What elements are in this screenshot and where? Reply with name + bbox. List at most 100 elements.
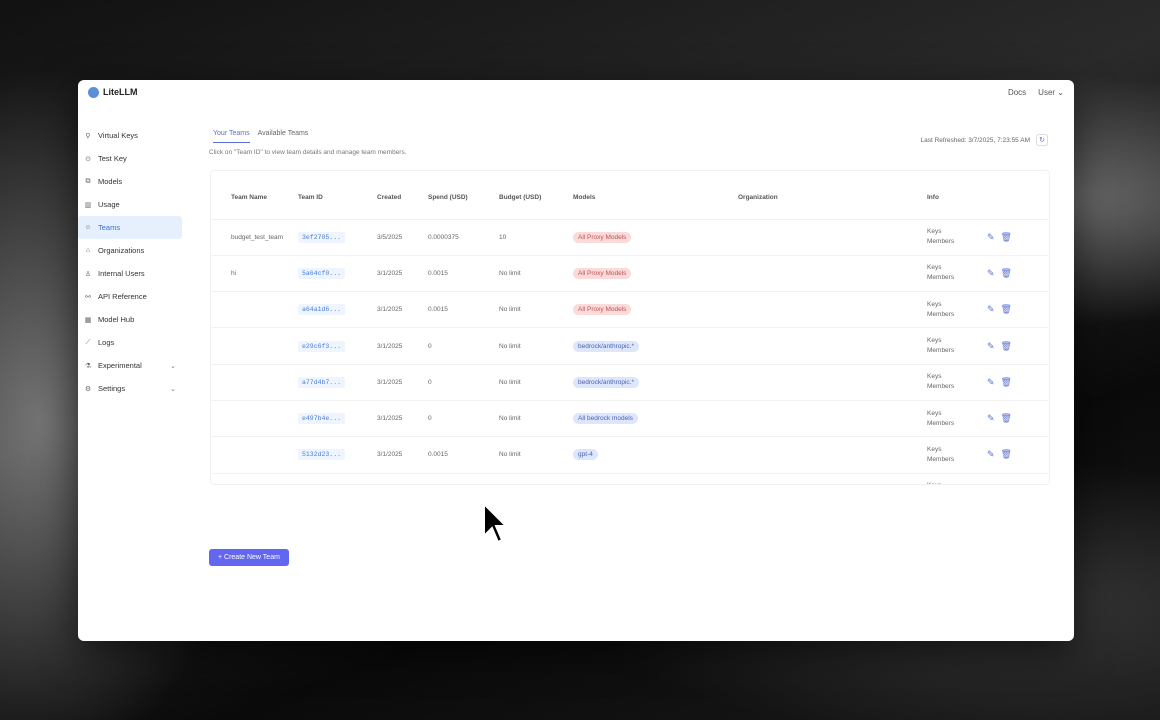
info-members: Members: [927, 419, 955, 427]
refresh-area: Last Refreshed: 3/7/2025, 7:23:55 AM ↻: [920, 134, 1048, 146]
line-chart-icon: ⟋: [85, 338, 91, 346]
logo[interactable]: LiteLLM: [88, 86, 138, 98]
sidebar-item-usage[interactable]: ▥ Usage: [78, 193, 182, 216]
teams-table-card: Team Name Team ID Created Spend (USD) Budget…: [210, 170, 1050, 485]
edit-icon[interactable]: ✎: [987, 340, 995, 351]
team-id-link[interactable]: e497b4e...: [298, 413, 346, 425]
sidebar-item-organizations[interactable]: ⌂ Organizations: [78, 239, 182, 262]
app-store-icon: ▦: [84, 316, 92, 324]
sidebar-item-label: Models: [98, 177, 123, 186]
bar-chart-icon: ▥: [84, 201, 92, 209]
team-name: [211, 363, 298, 401]
trash-icon[interactable]: 🗑: [1000, 231, 1012, 242]
browser-window: LiteLLM Docs User ⌄ ⚲ Virtual Keys ⊙ Test Ke…: [78, 80, 1074, 641]
info-members: Members: [927, 238, 955, 246]
sidebar-item-label: Logs: [98, 338, 115, 347]
edit-icon[interactable]: ✎: [987, 449, 995, 460]
team-id-link[interactable]: a77d4b7...: [298, 376, 346, 388]
edit-icon[interactable]: ✎: [987, 376, 995, 387]
sidebar-item-label: Internal Users: [98, 269, 145, 278]
trash-icon[interactable]: 🗑: [1000, 340, 1012, 351]
organization: [738, 436, 927, 474]
team-icon: ☺: [84, 224, 92, 231]
create-new-team-button[interactable]: + Create New Team: [209, 549, 289, 566]
edit-icon[interactable]: ✎: [987, 304, 995, 315]
column-header: Organization: [738, 194, 778, 202]
trash-icon[interactable]: 🗑: [1000, 267, 1012, 278]
info-keys: Keys: [927, 337, 942, 345]
trash-icon[interactable]: 🗑: [1000, 449, 1012, 460]
sidebar-item-logs[interactable]: ⟋ Logs: [78, 331, 182, 354]
column-header: Created: [377, 194, 402, 202]
budget: No limit: [499, 327, 573, 365]
team-id-link[interactable]: 5132d23...: [298, 449, 346, 461]
sidebar-item-teams[interactable]: ☺ Teams: [78, 216, 182, 239]
sidebar-item-internal-users[interactable]: ♙ Internal Users: [78, 262, 182, 285]
edit-icon[interactable]: ✎: [987, 413, 995, 424]
budget: No limit: [499, 291, 573, 328]
sidebar-item-virtual-keys[interactable]: ⚲ Virtual Keys: [78, 124, 182, 147]
sidebar-item-model-hub[interactable]: ▦ Model Hub: [78, 308, 182, 331]
block-icon: ⧉: [85, 177, 91, 185]
created: 3/1/2025: [377, 399, 428, 437]
organization: [738, 327, 927, 365]
team-name: [211, 472, 298, 484]
tab-available-teams[interactable]: Available Teams: [257, 130, 309, 137]
organization: [738, 399, 927, 437]
trash-icon[interactable]: 🗑: [1000, 304, 1012, 315]
sidebar: ⚲ Virtual Keys ⊙ Test Key ⧉ Models ▥ Usage ☺ Team…: [78, 124, 184, 400]
budget: No limit: [499, 399, 573, 437]
sidebar-item-experimental[interactable]: ⚗ Experimental ⌄: [78, 354, 182, 377]
created: 3/1/2025: [377, 327, 428, 365]
edit-icon[interactable]: ✎: [987, 231, 995, 242]
docs-link[interactable]: Docs: [1007, 87, 1027, 97]
info-members: Members: [927, 383, 955, 391]
chevron-down-icon: ⌄: [170, 385, 176, 393]
table-row: e497b4e... 3/1/2025 0 No limit All bedro…: [211, 399, 1049, 437]
mouse-cursor-icon: [483, 502, 508, 544]
info-keys: Keys: [927, 300, 942, 308]
bank-icon: ⌂: [85, 247, 91, 254]
last-refreshed: Last Refreshed: 3/7/2025, 7:23:55 AM: [920, 136, 1031, 144]
info-members: Members: [927, 310, 955, 318]
sidebar-item-api-reference[interactable]: ⚯ API Reference: [78, 285, 182, 308]
table-row: 5132d23... 3/1/2025 0.0015 No limit gpt-…: [211, 436, 1049, 474]
table-header: Team Name Team ID Created Spend (USD) Budget…: [211, 171, 1049, 219]
sidebar-item-label: Usage: [98, 200, 120, 209]
team-id-link[interactable]: a64a1d6...: [298, 304, 346, 316]
organization: [738, 363, 927, 401]
team-id-link[interactable]: e29c6f3...: [298, 340, 346, 352]
refresh-icon[interactable]: ↻: [1036, 134, 1048, 146]
organization: [738, 291, 927, 328]
budget: No limit: [499, 472, 573, 484]
tab-your-teams[interactable]: Your Teams: [213, 130, 250, 143]
sidebar-item-models[interactable]: ⧉ Models: [78, 170, 182, 193]
created: 3/5/2025: [377, 218, 428, 256]
team-name: hi: [211, 254, 298, 292]
spend: 0.0015: [428, 254, 499, 292]
organization: [738, 472, 927, 484]
sidebar-item-test-key[interactable]: ⊙ Test Key: [78, 147, 182, 170]
sidebar-item-label: Virtual Keys: [98, 131, 138, 140]
team-id-link[interactable]: 5a64cf0...: [298, 267, 346, 279]
team-id-link[interactable]: 3ef2705...: [298, 231, 346, 243]
model-badge: All Proxy Models: [573, 267, 632, 279]
top-nav: LiteLLM Docs User ⌄: [78, 80, 1074, 104]
user-menu[interactable]: User ⌄: [1038, 88, 1064, 97]
edit-icon[interactable]: ✎: [987, 267, 995, 278]
team-name: [211, 327, 298, 365]
sidebar-item-label: Test Key: [98, 154, 127, 163]
hint-text: Click on "Team ID" to view team details …: [209, 149, 407, 156]
spend: 0.0015: [428, 436, 499, 474]
sidebar-item-label: Experimental: [98, 361, 142, 370]
column-header: Spend (USD): [428, 194, 468, 202]
main-content: Your Teams Available Teams Click on "Tea…: [209, 130, 1074, 641]
model-badge: gpt-4: [573, 449, 598, 461]
sidebar-item-settings[interactable]: ⚙ Settings ⌄: [78, 377, 182, 400]
trash-icon[interactable]: 🗑: [1000, 376, 1012, 387]
spend: 0: [428, 399, 499, 437]
trash-icon[interactable]: 🗑: [1000, 413, 1012, 424]
user-label: User: [1038, 87, 1056, 97]
sidebar-item-label: Settings: [98, 384, 126, 393]
column-header: Info: [927, 194, 939, 202]
